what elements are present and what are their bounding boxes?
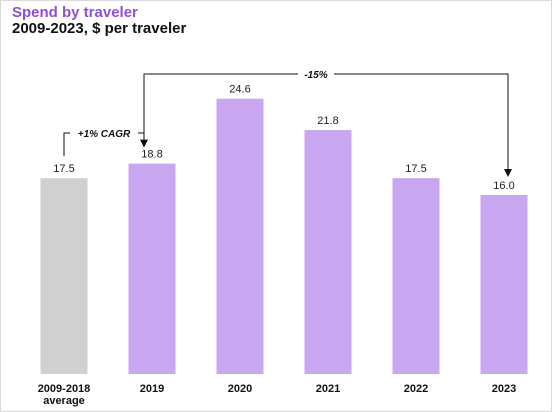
- cagr-annotation-bg: [70, 126, 138, 139]
- chart-title: Spend by traveler: [12, 4, 138, 21]
- value-label: 18.8: [141, 149, 162, 161]
- value-label: 16.0: [493, 180, 514, 192]
- decline-annotation: -15%: [304, 70, 327, 81]
- x-tick-label: 2022: [404, 383, 428, 395]
- cagr-annotation: +1% CAGR: [78, 129, 131, 140]
- value-label: 24.6: [229, 84, 250, 96]
- bar-2019: [128, 163, 176, 374]
- bar-average: [40, 178, 88, 374]
- chart-subtitle: 2009-2023, $ per traveler: [12, 20, 187, 37]
- x-tick-label: 2020: [228, 383, 252, 395]
- bar-2022: [392, 178, 440, 374]
- x-tick-label: 2009-2018 average: [38, 383, 91, 407]
- x-tick-label: 2021: [316, 383, 340, 395]
- x-tick-label: 2023: [492, 383, 516, 395]
- decline-annotation-bg: [298, 67, 334, 80]
- value-label: 17.5: [53, 163, 74, 175]
- value-label: 17.5: [405, 163, 426, 175]
- value-label: 21.8: [317, 115, 338, 127]
- x-tick-label: 2019: [140, 383, 164, 395]
- bar-2020: [216, 98, 264, 374]
- bar-2023: [480, 194, 528, 374]
- bar-2021: [304, 130, 352, 374]
